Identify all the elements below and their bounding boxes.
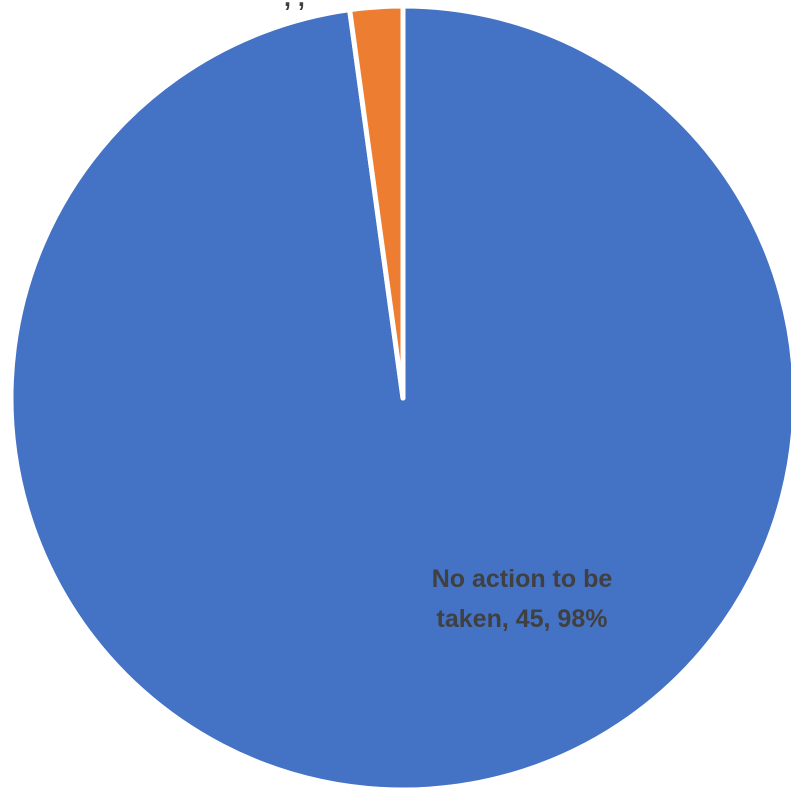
pie-slice-other [347,3,406,401]
data-label-line: No action to be [432,565,613,593]
data-label-other-clipped: , , [284,0,305,12]
data-label-line: taken, 45, 98% [437,605,608,633]
data-label-no-action: No action to be taken, 45, 98% [432,565,613,633]
